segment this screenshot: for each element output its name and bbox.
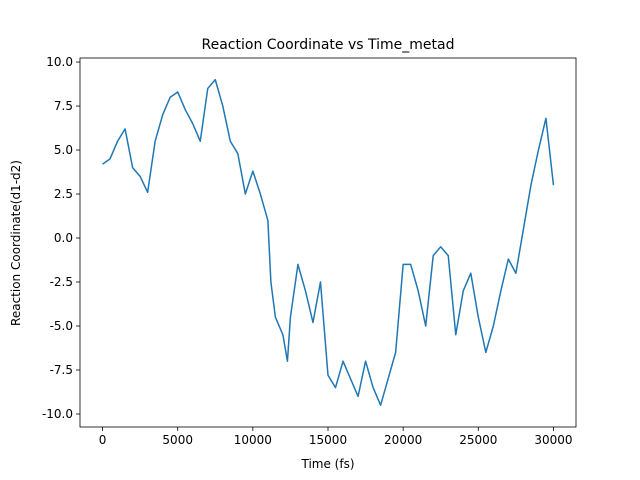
y-tick-label: 2.5 — [54, 187, 73, 201]
y-tick-label: 10.0 — [46, 55, 73, 69]
x-tick-label: 15000 — [309, 433, 347, 447]
data-line — [102, 78, 555, 406]
y-tick-label: 7.5 — [54, 99, 73, 113]
x-tick-label: 25000 — [459, 433, 497, 447]
x-tick-label: 0 — [99, 433, 107, 447]
y-tick-label: -7.5 — [50, 363, 73, 377]
y-tick-label: -5.0 — [50, 319, 73, 333]
plot-frame — [79, 57, 577, 428]
x-tick-label: 20000 — [384, 433, 422, 447]
x-tick-label: 30000 — [534, 433, 572, 447]
x-tick-label: 5000 — [162, 433, 193, 447]
y-tick-label: -2.5 — [50, 275, 73, 289]
y-tick-label: 5.0 — [54, 143, 73, 157]
y-tick-label: -10.0 — [42, 407, 73, 421]
y-axis-label: Reaction Coordinate(d1-d2) — [9, 160, 23, 326]
chart-title: Reaction Coordinate vs Time_metad — [202, 37, 455, 53]
x-axis-label: Time (fs) — [300, 457, 354, 471]
x-tick-label: 10000 — [234, 433, 272, 447]
y-tick-label: 0.0 — [54, 231, 73, 245]
